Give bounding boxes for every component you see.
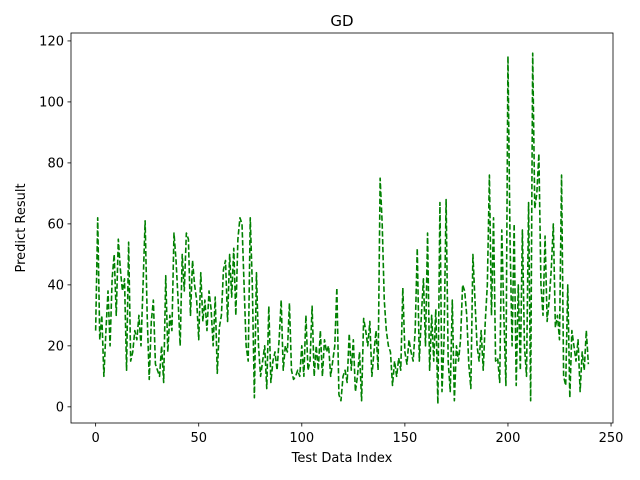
x-tick-label: 100	[289, 431, 314, 446]
y-tick-label: 40	[47, 278, 64, 293]
y-tick-label: 100	[39, 95, 64, 110]
y-axis-label: Predict Result	[14, 183, 29, 272]
x-tick-label: 50	[190, 431, 207, 446]
x-tick-label: 200	[496, 431, 521, 446]
x-tick-label: 150	[392, 431, 417, 446]
chart-title: GD	[330, 12, 353, 30]
x-axis-label: Test Data Index	[291, 451, 393, 466]
x-tick-label: 250	[599, 431, 624, 446]
plot-frame	[70, 32, 614, 424]
y-tick-label: 20	[47, 339, 64, 354]
y-tick-label: 60	[47, 217, 64, 232]
x-tick-label: 0	[91, 431, 99, 446]
data-line	[94, 52, 590, 405]
y-tick-label: 120	[39, 34, 64, 49]
y-tick-label: 80	[47, 156, 64, 171]
y-tick-label: 0	[56, 400, 64, 415]
